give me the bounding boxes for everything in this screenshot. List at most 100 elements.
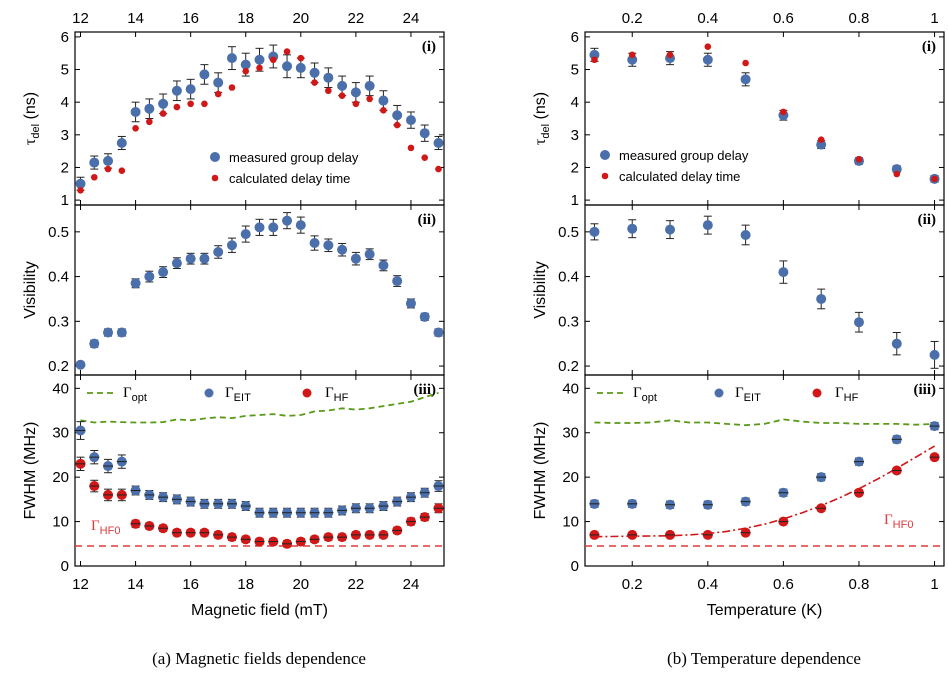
y-tick-label: 0.4 [558,269,579,286]
legend-marker-measured [210,152,220,162]
y-axis-title-unit: (ns) [532,92,549,124]
y-tick-label: 20 [562,469,579,486]
data-point-calculated [228,84,236,91]
hf0-sub: HF0 [893,519,914,531]
data-point-measured [199,69,210,80]
data-point-visibility [627,223,638,234]
y-tick-label: 0.5 [48,224,69,241]
data-point-visibility [350,253,361,264]
data-point-visibility [337,244,348,255]
gamma-symbol: Γ [325,385,334,401]
legend-marker-calculated [601,172,609,180]
legend-marker-eit [204,388,214,398]
x-tick-label-top: 24 [403,10,420,27]
y-tick-label: 40 [562,380,579,397]
data-point-measured [185,84,196,95]
panel-visibility: 0.2 0.3 0.4 0.5 (ii) Visibility [22,204,445,376]
y-tick-label: 0 [571,558,579,575]
panel-frame [584,374,945,567]
y-axis-title: Visibility [22,261,39,319]
y-tick-label: 10 [52,514,69,531]
y-tick-label: 2 [61,159,69,176]
data-point-visibility [226,240,237,251]
opt-line [594,418,935,427]
data-point-visibility [433,327,444,338]
x-tick-label-top: 0.4 [697,10,718,27]
x-tick-label-top: 0.6 [773,10,794,27]
legend-label-calculated: calculated delay time [619,169,740,184]
data-point-calculated [380,107,387,114]
data-point-calculated [146,118,153,126]
data-point-measured [405,115,416,126]
y-tick-label: 4 [571,94,579,111]
data-point-visibility [405,298,416,309]
gamma-symbol: Γ [91,518,100,534]
x-tick-label-top: 0.8 [849,10,870,27]
gamma-symbol: Γ [735,385,744,401]
data-point-measured [364,80,375,91]
data-point-visibility [185,253,196,264]
data-point-calculated [187,100,194,108]
data-point-measured [103,155,114,166]
data-point-measured [226,53,237,64]
data-point-calculated [173,103,181,111]
data-point-calculated [704,43,712,50]
panel-delay: 1 2 3 4 5 6 (i) τdel (ns) measured group delay ca… [22,29,445,209]
x-tick-label: 0.4 [697,576,718,593]
data-point-calculated [269,56,277,64]
data-point-calculated [407,144,415,152]
data-layer [75,44,444,194]
y-tick-label: 0 [61,558,69,575]
data-point-visibility [702,220,713,231]
y-tick-label: 3 [571,127,579,144]
data-point-visibility [929,349,940,360]
legend-label-eit: ΓEIT [735,385,761,404]
y-axis-title: τdel (ns) [22,92,42,145]
data-point-measured [323,72,334,83]
legend-label-eit: ΓEIT [225,385,251,404]
data-point-measured [282,61,293,72]
panel-tag: (ii) [918,212,936,228]
x-tick-label: 20 [292,576,309,593]
legend-marker-calculated [211,174,219,182]
data-point-visibility [75,359,86,370]
data-point-visibility [816,293,827,304]
y-tick-label: 4 [61,94,69,111]
data-point-measured [392,110,403,121]
y-axis-title-sub: del [30,124,42,139]
data-point-calculated [242,67,250,75]
data-point-calculated [90,173,98,181]
figure-caption: (a) Magnetic fields dependence [152,649,366,668]
hf0-label: ΓHF0 [884,512,913,531]
data-point-visibility [103,327,114,338]
y-tick-label: 5 [61,62,69,79]
x-tick-label-top: 18 [237,10,254,27]
data-point-calculated [325,87,332,95]
panel-tag: (i) [422,39,436,55]
x-tick-label: 0.2 [622,576,643,593]
data-point-calculated [817,136,825,144]
y-axis-title: Visibility [532,261,549,319]
x-tick-label: 22 [348,576,365,593]
x-tick-label-top: 22 [348,10,365,27]
x-tick-label: 14 [127,576,144,593]
data-point-visibility [853,317,864,328]
data-point-measured [171,85,182,96]
fit-line [594,445,936,538]
legend-label-measured: measured group delay [229,150,359,165]
data-point-visibility [891,338,902,349]
data-point-calculated [591,56,598,64]
panel-visibility: 0.2 0.3 0.4 0.5 (ii) Visibility [532,204,945,376]
data-point-measured [240,59,251,70]
panel-delay: 1 2 3 4 5 6 (i) τdel (ns) measured group delay ca… [532,29,945,209]
legend-label-opt: Γopt [123,385,147,404]
data-point-calculated [214,90,222,98]
data-point-calculated [104,165,112,173]
x-tick-label: 12 [72,576,89,593]
data-point-measured [309,67,320,78]
data-point-measured [254,54,265,65]
data-point-calculated [893,170,901,178]
legend-label-hf: ΓHF [325,385,349,404]
